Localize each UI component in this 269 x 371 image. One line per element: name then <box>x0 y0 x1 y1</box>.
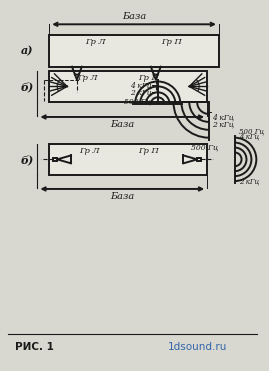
Text: База: База <box>110 120 134 129</box>
Text: 4 кГц: 4 кГц <box>212 114 234 122</box>
Text: б): б) <box>21 81 34 92</box>
Text: 500 Гц: 500 Гц <box>239 128 264 136</box>
Text: 2 кГц: 2 кГц <box>130 88 152 96</box>
Text: 2 кГц: 2 кГц <box>239 177 259 185</box>
Text: Гр П: Гр П <box>138 147 159 155</box>
Bar <box>197 158 201 161</box>
Text: 4 кГц: 4 кГц <box>130 81 152 89</box>
Text: б): б) <box>21 154 34 165</box>
Text: 2 кГц: 2 кГц <box>212 121 234 129</box>
Text: Гр Л: Гр Л <box>79 147 99 155</box>
Bar <box>49 35 219 67</box>
Text: 500 Гц: 500 Гц <box>191 144 219 152</box>
Text: а): а) <box>21 45 34 56</box>
Text: Гр Л: Гр Л <box>77 73 97 82</box>
Text: База: База <box>110 192 134 201</box>
Text: 4 кГц: 4 кГц <box>239 133 259 141</box>
Text: Гр П: Гр П <box>161 38 182 46</box>
Text: РИС. 1: РИС. 1 <box>15 342 54 352</box>
Text: База: База <box>122 12 146 22</box>
Text: 1dsound.ru: 1dsound.ru <box>168 342 227 352</box>
Bar <box>49 70 207 102</box>
Bar <box>49 144 207 175</box>
Bar <box>53 158 57 161</box>
Text: Гр Л: Гр Л <box>85 38 105 46</box>
Text: Гр П: Гр П <box>138 73 159 82</box>
Text: 500 Гц: 500 Гц <box>125 97 152 105</box>
